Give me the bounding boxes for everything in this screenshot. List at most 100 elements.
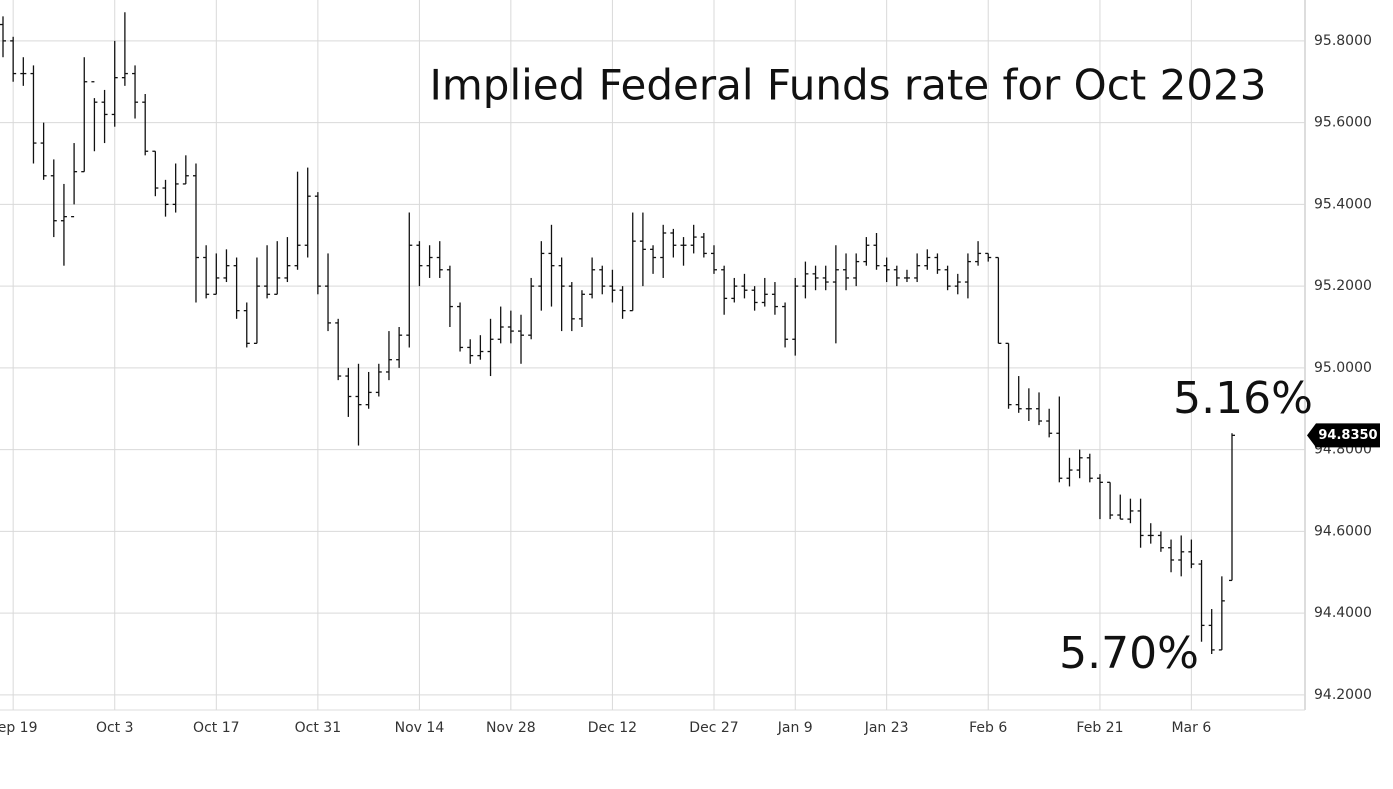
ohlc-bar bbox=[964, 253, 971, 299]
ohlc-bar bbox=[528, 277, 535, 340]
ohlc-bar bbox=[416, 241, 423, 287]
x-tick-label: Nov 14 bbox=[395, 720, 445, 736]
ohlc-bar bbox=[1178, 535, 1185, 577]
ohlc-bar bbox=[436, 241, 443, 278]
ohlc-bar bbox=[1086, 453, 1093, 483]
ohlc-bar bbox=[518, 314, 525, 364]
ohlc-bar bbox=[203, 245, 210, 299]
ohlc-bar bbox=[314, 192, 321, 295]
x-tick-label: Jan 9 bbox=[777, 720, 813, 736]
ohlc-bar bbox=[101, 89, 108, 144]
ohlc-bar bbox=[294, 171, 301, 270]
ohlc-bar bbox=[1015, 376, 1022, 413]
ohlc-bar bbox=[487, 318, 494, 377]
ohlc-bar bbox=[619, 286, 626, 319]
ohlc-bar bbox=[548, 224, 555, 307]
ohlc-bar bbox=[406, 212, 413, 348]
ohlc-bar bbox=[1168, 539, 1175, 573]
ohlc-bar bbox=[0, 16, 6, 58]
ohlc-bar bbox=[1056, 396, 1063, 483]
ohlc-bar bbox=[751, 286, 758, 311]
y-tick-label: 95.8000 bbox=[1314, 33, 1372, 49]
ohlc-bar bbox=[264, 245, 271, 299]
ohlc-bar bbox=[243, 302, 250, 348]
ohlc-bar bbox=[1046, 408, 1053, 438]
ohlc-bar bbox=[467, 339, 474, 364]
ohlc-bar bbox=[680, 237, 687, 266]
ohlc-bar bbox=[152, 150, 159, 197]
y-tick-label: 94.2000 bbox=[1314, 687, 1372, 703]
ohlc-bar bbox=[233, 257, 240, 319]
ohlc-bar bbox=[822, 265, 829, 291]
ohlc-bar bbox=[710, 245, 717, 274]
ohlc-bar bbox=[944, 265, 951, 291]
ohlc-bar bbox=[802, 261, 809, 299]
ohlc-bar bbox=[253, 257, 260, 345]
ohlc-bar bbox=[426, 245, 433, 278]
x-tick-label: Feb 21 bbox=[1076, 720, 1123, 736]
ohlc-bar bbox=[771, 282, 778, 315]
ohlc-bar bbox=[700, 232, 707, 258]
ohlc-bar bbox=[792, 277, 799, 356]
ohlc-bar bbox=[1147, 523, 1154, 544]
x-tick-label: Oct 17 bbox=[193, 720, 239, 736]
last-price-label: 94.8350 bbox=[1318, 428, 1377, 443]
ohlc-bar bbox=[121, 12, 128, 86]
ohlc-bar bbox=[609, 269, 616, 303]
ohlc-bar bbox=[10, 36, 17, 82]
ohlc-bar bbox=[639, 212, 646, 287]
ohlc-bar bbox=[60, 183, 67, 266]
ohlc-bar bbox=[629, 212, 636, 312]
ohlc-bar bbox=[1066, 457, 1073, 487]
ohlc-bar bbox=[477, 335, 484, 360]
ohlc-bar bbox=[538, 241, 545, 311]
ohlc-bar bbox=[30, 65, 37, 164]
x-tick-label: Sep 19 bbox=[0, 720, 37, 736]
ohlc-bar bbox=[883, 257, 890, 283]
ohlc-bar bbox=[1229, 433, 1235, 582]
y-tick-label: 95.2000 bbox=[1314, 278, 1372, 294]
ohlc-bar bbox=[578, 290, 585, 328]
ohlc-bar bbox=[213, 253, 220, 295]
ohlc-bar bbox=[355, 363, 362, 446]
x-tick-label: Oct 31 bbox=[295, 720, 341, 736]
ohlc-bar bbox=[558, 257, 565, 332]
ohlc-bar bbox=[873, 232, 880, 270]
ohlc-bar bbox=[1076, 449, 1083, 479]
ohlc-bar bbox=[853, 253, 860, 287]
ohlc-bar bbox=[741, 273, 748, 299]
ohlc-bar bbox=[1188, 539, 1195, 569]
ohlc-bar bbox=[924, 249, 931, 270]
ohlc-bar bbox=[690, 224, 697, 254]
ohlc-bar bbox=[274, 241, 281, 295]
ohlc-bar bbox=[365, 371, 372, 409]
ohlc-bar bbox=[761, 277, 768, 307]
ohlc-bar bbox=[660, 224, 667, 278]
ohlc-bar bbox=[385, 331, 392, 381]
ohlc-bar bbox=[1107, 481, 1114, 520]
ohlc-bar bbox=[1208, 609, 1215, 655]
x-tick-label: Jan 23 bbox=[864, 720, 909, 736]
ohlc-bar bbox=[1025, 388, 1032, 422]
ohlc-bar bbox=[91, 81, 98, 152]
ohlc-bar bbox=[142, 94, 149, 156]
ohlc-bar bbox=[812, 265, 819, 291]
ohlc-bar bbox=[1036, 392, 1043, 426]
ohlc-bar bbox=[284, 237, 291, 283]
ohlc-bar bbox=[782, 302, 789, 348]
ohlc-bar bbox=[1137, 498, 1144, 548]
x-tick-label: Feb 6 bbox=[969, 720, 1007, 736]
ohlc-bar bbox=[568, 282, 575, 332]
ohlc-bar bbox=[40, 122, 47, 180]
ohlc-bar bbox=[599, 265, 606, 295]
ohlc-bar bbox=[507, 310, 514, 344]
ohlc-bar bbox=[446, 265, 453, 328]
grid bbox=[0, 0, 1305, 710]
ohlc-bar bbox=[914, 253, 921, 283]
ohlc-bar bbox=[457, 302, 464, 352]
ohlc-bar bbox=[954, 273, 961, 295]
ohlc-bar bbox=[995, 256, 1002, 345]
ohlc-bar bbox=[1157, 531, 1164, 552]
x-tick-label: Dec 12 bbox=[588, 720, 637, 736]
